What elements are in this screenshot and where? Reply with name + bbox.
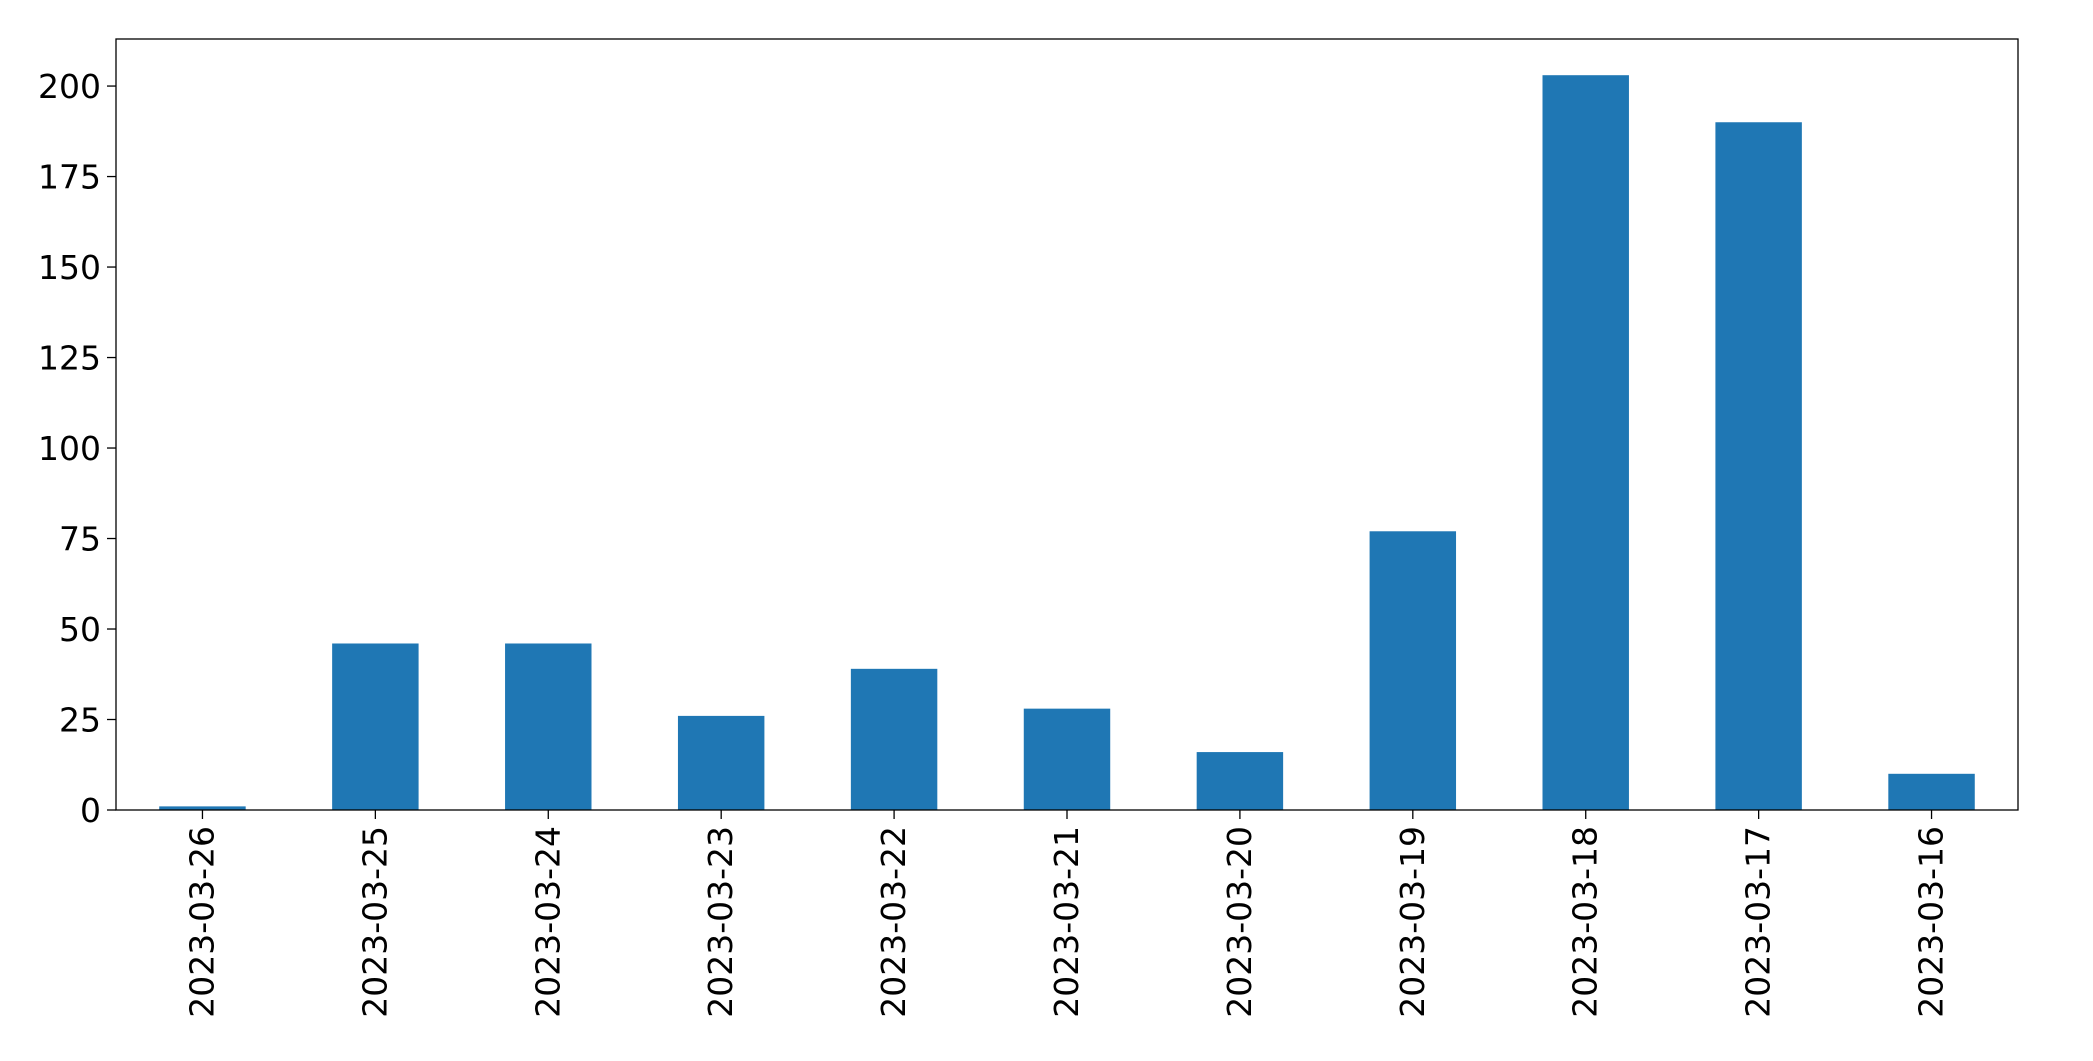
x-tick-label: 2023-03-16 [1912,826,1951,1018]
x-tick-label: 2023-03-26 [182,826,221,1018]
bar-2023-03-20 [1196,752,1284,810]
bars-layer [159,75,1975,810]
bar-2023-03-23 [677,715,765,810]
x-tick-label: 2023-03-23 [701,826,740,1018]
bar-2023-03-26 [159,806,246,810]
y-tick-label: 100 [38,429,101,468]
x-tick-label: 2023-03-19 [1393,826,1432,1018]
x-tick-label: 2023-03-21 [1047,826,1086,1018]
y-tick-label: 25 [59,701,101,740]
bar-2023-03-25 [332,643,419,810]
plot-area-frame [115,38,2019,811]
x-tick-label: 2023-03-24 [528,826,567,1018]
x-tick-label: 2023-03-20 [1220,826,1259,1018]
bar-2023-03-21 [1023,708,1111,810]
y-tick-label: 175 [38,158,101,197]
bar-2023-03-17 [1715,122,1802,810]
x-tick-label: 2023-03-17 [1739,826,1778,1018]
bar-2023-03-24 [505,643,592,810]
bar-2023-03-19 [1369,531,1457,810]
x-tick-label: 2023-03-18 [1566,826,1605,1018]
y-tick-label: 150 [38,248,101,287]
axes-layer: 2023-03-26 2023-03-25 2023-03-24 2023-03-23… [38,67,1951,1018]
bar-2023-03-18 [1542,75,1629,810]
y-tick-label: 200 [38,67,101,106]
x-tick-label: 2023-03-22 [874,826,913,1018]
bar-2023-03-16 [1888,773,1975,810]
x-tick-label: 2023-03-25 [355,826,394,1018]
y-tick-label: 50 [59,610,101,649]
y-tick-label: 75 [59,520,101,559]
y-tick-label: 125 [38,339,101,378]
y-tick-label: 0 [80,791,101,830]
bar-2023-03-22 [850,668,938,810]
